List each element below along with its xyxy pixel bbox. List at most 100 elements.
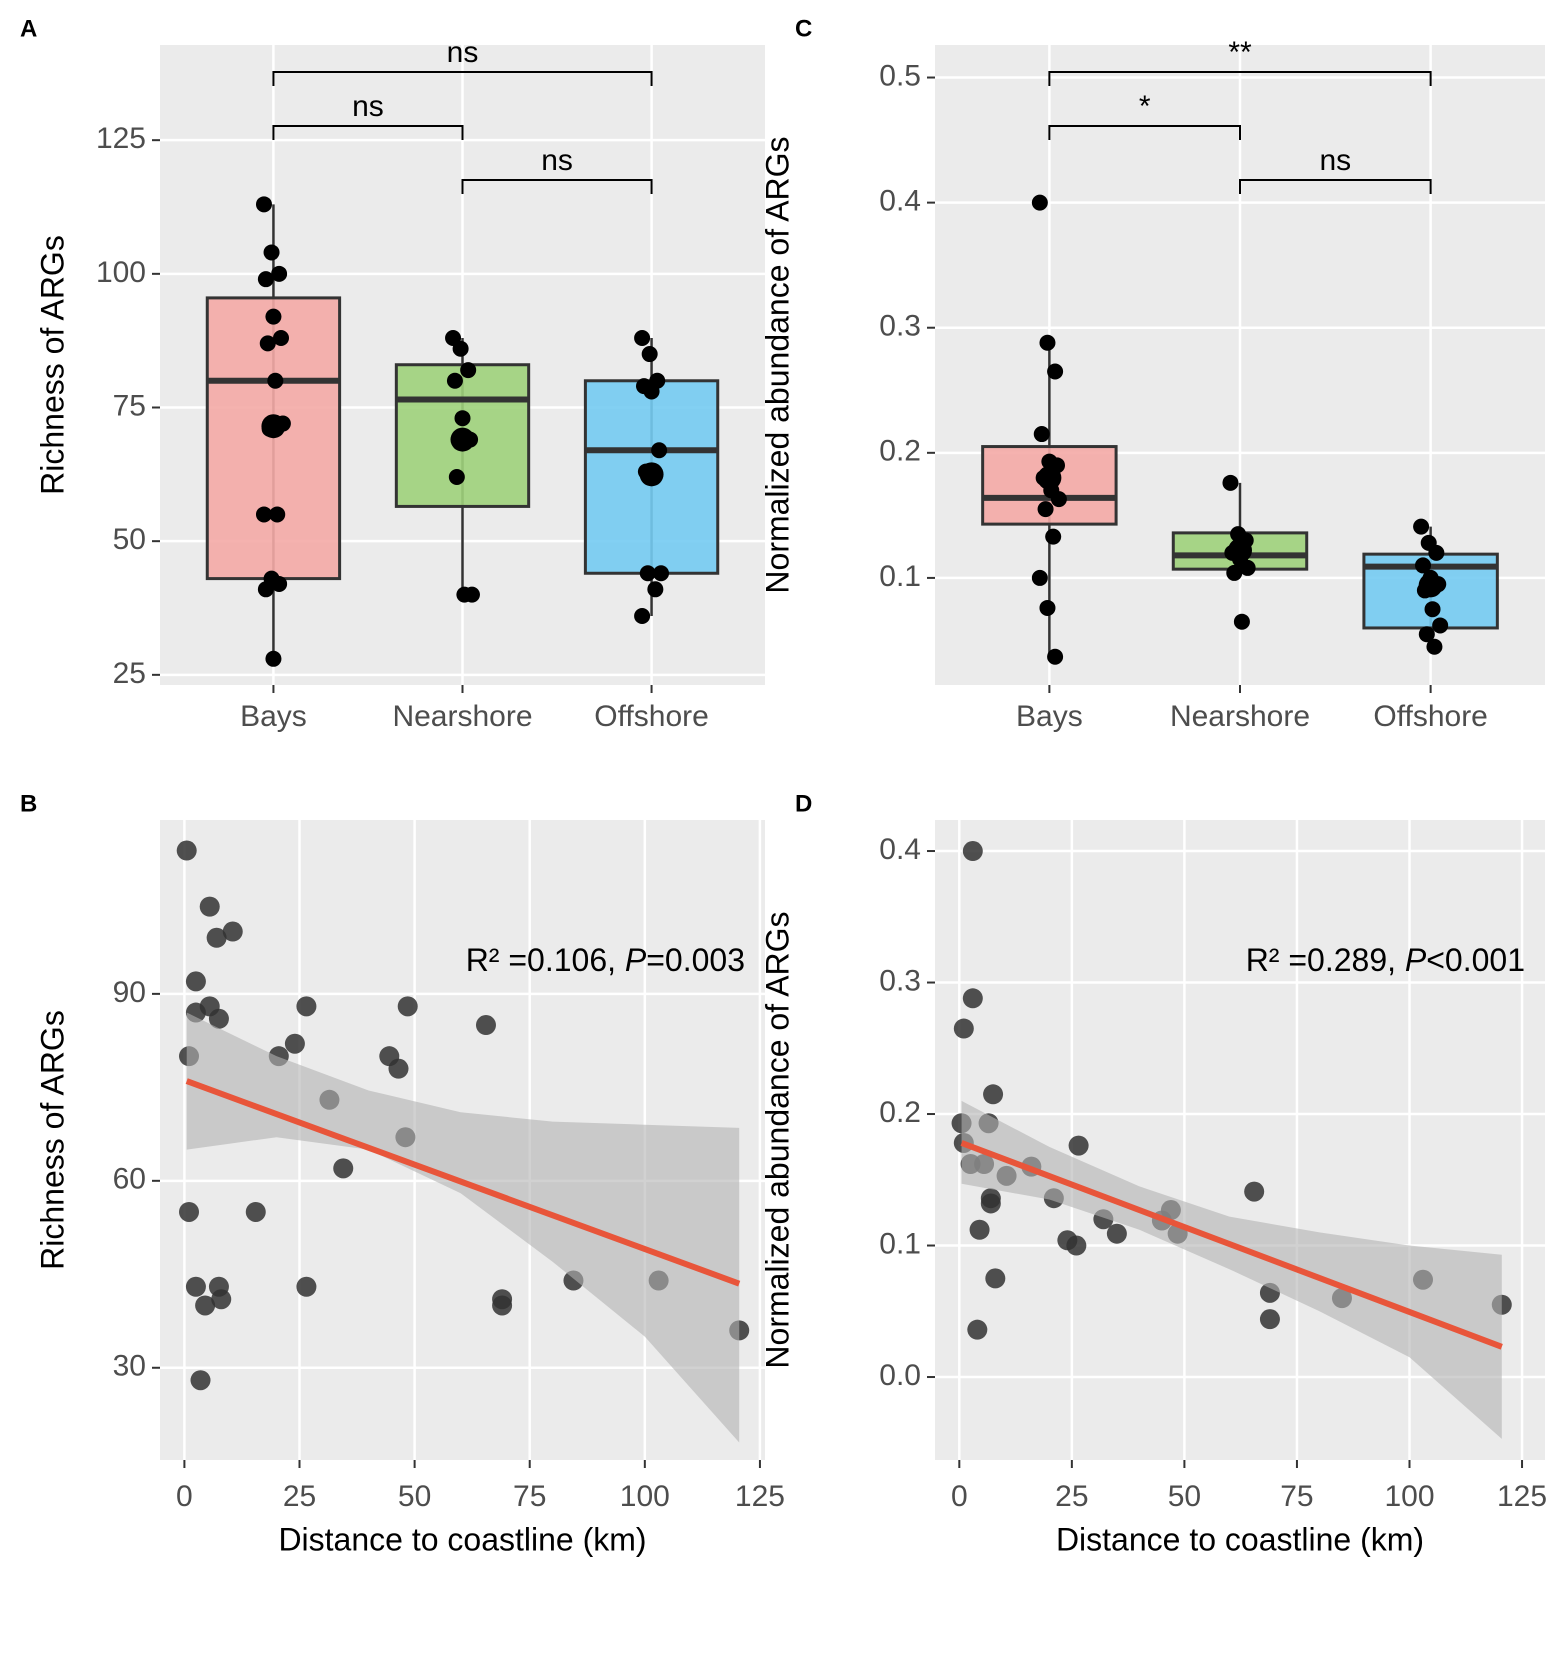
x-tick-label: Nearshore [392,700,532,733]
point [1039,599,1056,616]
point [1259,1309,1280,1330]
point [388,1058,409,1079]
y-tick-label: 30 [113,1350,146,1383]
point [1033,426,1050,443]
annotation: R² =0.289, P<0.001 [1246,942,1525,978]
point [185,971,206,992]
point [448,469,465,486]
point [255,506,272,523]
panel: B 30 60 90 Richness of ARGs 0 25 50 75 100 125 Dist… [20,790,785,1557]
point [1233,613,1250,630]
mean-point [450,427,475,452]
point [1045,528,1062,545]
y-tick-label: 100 [96,256,146,289]
point [1066,1235,1087,1256]
point [1050,491,1067,508]
x-tick-label: Bays [1016,700,1083,733]
y-tick-label: 0.1 [879,1227,921,1260]
point [259,335,276,352]
x-tick-label: Nearshore [1170,700,1310,733]
point [1424,601,1441,618]
x-tick-label: 25 [1055,1480,1088,1513]
significance-bracket [272,125,464,140]
point [333,1158,354,1179]
significance-bracket [461,179,653,194]
point [190,1370,211,1391]
point [296,996,317,1017]
point [446,372,463,389]
x-tick-label: 0 [176,1480,193,1513]
significance-bracket [1048,71,1432,86]
significance-label: ns [1319,144,1351,177]
mean-point [1418,573,1443,598]
significance-label: ns [541,144,573,177]
x-axis-title: Distance to coastline (km) [278,1521,646,1557]
point [267,372,284,389]
y-tick-label: 60 [113,1163,146,1196]
y-axis-title: Richness of ARGs [34,1010,70,1270]
mean-point [1228,538,1252,563]
fit-line [960,1140,1503,1350]
point [185,1276,206,1297]
point [634,329,651,346]
y-tick-label: 0.4 [879,185,921,218]
panel-letter: B [20,790,37,817]
annotation-part: P [625,942,647,978]
point [257,271,274,288]
point [1031,194,1048,211]
point [1031,569,1048,586]
point [271,265,288,282]
point [639,565,656,582]
point [967,1319,988,1340]
y-tick-label: 0.1 [879,560,921,593]
y-tick-label: 50 [113,523,146,556]
point [475,1015,496,1036]
confidence-band [961,1100,1502,1439]
x-tick-label: Offshore [1373,700,1488,733]
y-tick-label: 0.3 [879,964,921,997]
x-tick-label: 50 [398,1480,431,1513]
point [647,581,664,598]
fit-line [185,1078,741,1287]
x-tick-label: 0 [951,1480,968,1513]
point [199,896,220,917]
point [211,1289,232,1310]
point [1106,1223,1127,1244]
point [492,1295,513,1316]
annotation-part: P [1405,942,1427,978]
point [641,346,658,363]
y-tick-label: 0.2 [879,435,921,468]
x-tick-label: Bays [240,700,307,733]
point [296,1276,317,1297]
point [953,1018,974,1039]
x-tick-label: 25 [283,1480,316,1513]
y-axis-title: Normalized abundance of ARGs [759,136,795,593]
y-tick-label: 0.2 [879,1096,921,1129]
confidence-band [186,1012,740,1443]
point [980,1193,1001,1214]
y-axis-title: Richness of ARGs [34,235,70,495]
mean-point [1037,465,1062,490]
x-tick-label: 100 [1384,1480,1434,1513]
point [255,196,272,213]
x-tick-label: Offshore [594,700,709,733]
point [195,1295,216,1316]
point [962,988,983,1009]
significance-bracket [1239,179,1432,194]
x-tick-label: 75 [1280,1480,1313,1513]
y-tick-label: 0.3 [879,310,921,343]
point [1413,518,1430,535]
panel: D 0.0 0.1 0.2 0.3 0.4 Normalized abundance of … [759,790,1547,1557]
annotation: R² =0.106, P=0.003 [466,942,745,978]
y-tick-label: 25 [113,657,146,690]
point [245,1201,266,1222]
y-axis-title: Normalized abundance of ARGs [759,911,795,1368]
point [1039,334,1056,351]
point [962,841,983,862]
point [1418,626,1435,643]
point [271,575,288,592]
point [1037,501,1054,518]
point [1244,1181,1265,1202]
x-axis-title: Distance to coastline (km) [1056,1521,1424,1557]
